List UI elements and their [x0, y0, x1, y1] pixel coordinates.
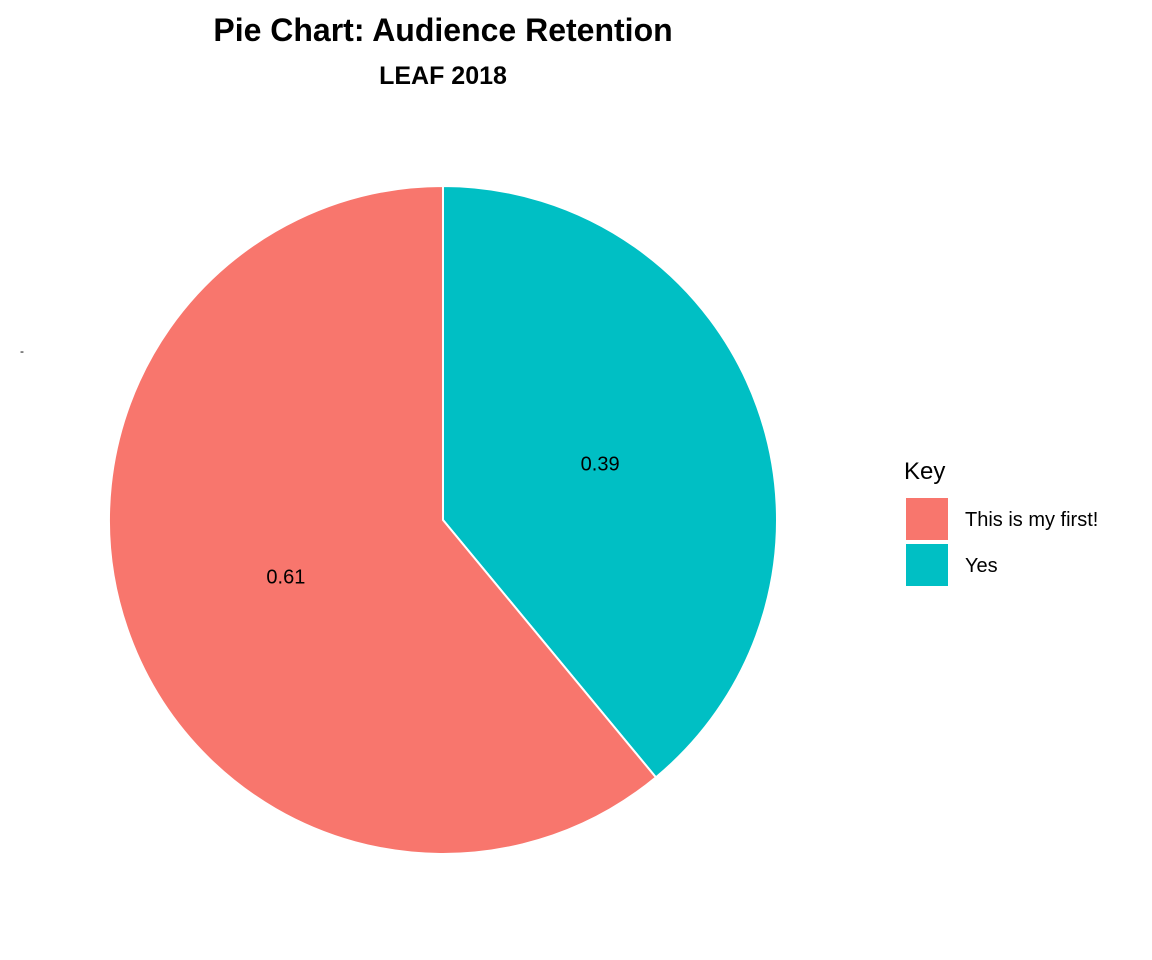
legend-label-1: This is my first!	[965, 509, 1098, 531]
pie-slices	[108, 184, 778, 855]
pie-slice-2	[442, 184, 778, 779]
pie-slice-labels: 0.39 0.61	[266, 453, 619, 588]
axis-tick-label: -	[20, 344, 24, 358]
legend-entries: This is my first! Yes	[906, 498, 1098, 586]
pie-slice-label-2: 0.39	[581, 453, 620, 475]
legend: Key This is my first! Yes	[904, 458, 1098, 586]
legend-label-2: Yes	[965, 555, 998, 577]
chart-subtitle: LEAF 2018	[379, 62, 507, 90]
pie-slice-1	[108, 184, 658, 855]
legend-swatch-1	[906, 498, 948, 540]
legend-title: Key	[904, 458, 945, 485]
chart-title: Pie Chart: Audience Retention	[213, 12, 672, 48]
pie-slice-label-1: 0.61	[266, 567, 305, 589]
legend-swatch-2	[906, 544, 948, 586]
